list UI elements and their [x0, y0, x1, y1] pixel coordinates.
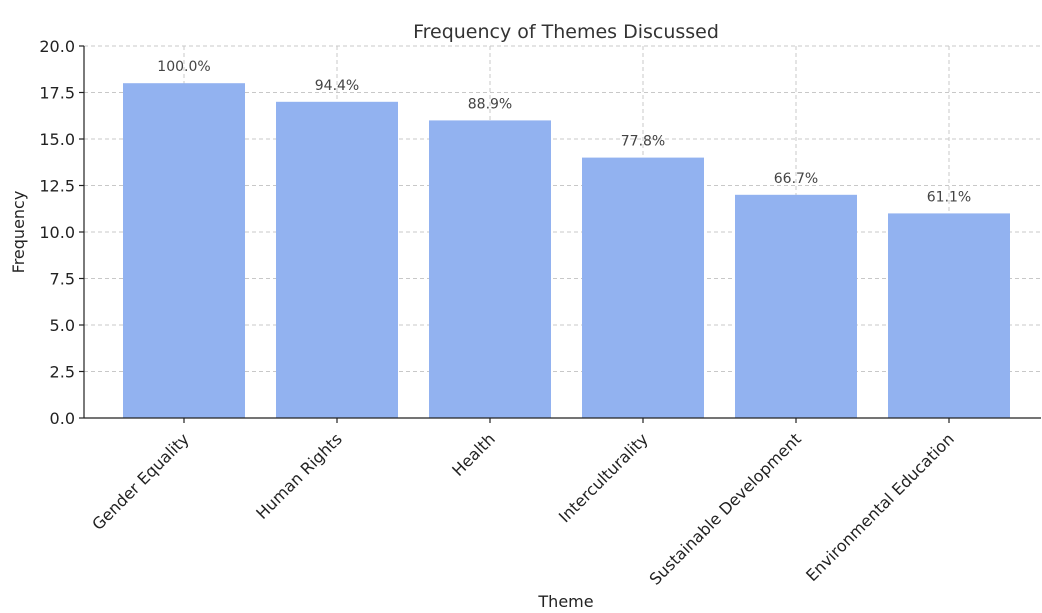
bar-interculturality: [582, 157, 704, 418]
x-tick-label: Environmental Education: [802, 429, 958, 585]
x-tick-label: Gender Equality: [88, 429, 193, 534]
y-tick-label: 15.0: [39, 130, 75, 149]
chart-title: Frequency of Themes Discussed: [413, 21, 719, 43]
bar-human-rights: [276, 101, 398, 419]
x-tick-label: Sustainable Development: [645, 429, 804, 588]
data-label: 88.9%: [468, 96, 512, 112]
data-label: 61.1%: [927, 189, 971, 205]
bar-gender-equality: [123, 83, 245, 418]
x-tick-label: Health: [448, 429, 499, 480]
y-tick-label: 17.5: [39, 84, 75, 103]
data-label: 66.7%: [774, 171, 818, 187]
x-tick-label: Human Rights: [252, 429, 346, 523]
bar-environmental-education: [888, 213, 1010, 418]
y-tick-label: 12.5: [39, 177, 75, 196]
bar-sustainable-development: [735, 194, 857, 418]
y-tick-label: 7.5: [50, 270, 75, 289]
y-axis-label: Frequency: [9, 191, 28, 274]
x-tick-label: Interculturality: [555, 429, 652, 526]
data-label: 100.0%: [157, 59, 210, 75]
y-tick-label: 2.5: [50, 363, 75, 382]
x-axis-label: Theme: [537, 592, 593, 611]
bars: [123, 83, 1010, 419]
y-tick-label: 10.0: [39, 223, 75, 242]
y-tick-label: 0.0: [50, 409, 75, 428]
data-label: 94.4%: [315, 78, 359, 94]
y-tick-label: 5.0: [50, 316, 75, 335]
bar-health: [429, 120, 551, 419]
y-tick-label: 20.0: [39, 37, 75, 56]
data-label: 77.8%: [621, 134, 665, 150]
axes: [79, 45, 1041, 423]
